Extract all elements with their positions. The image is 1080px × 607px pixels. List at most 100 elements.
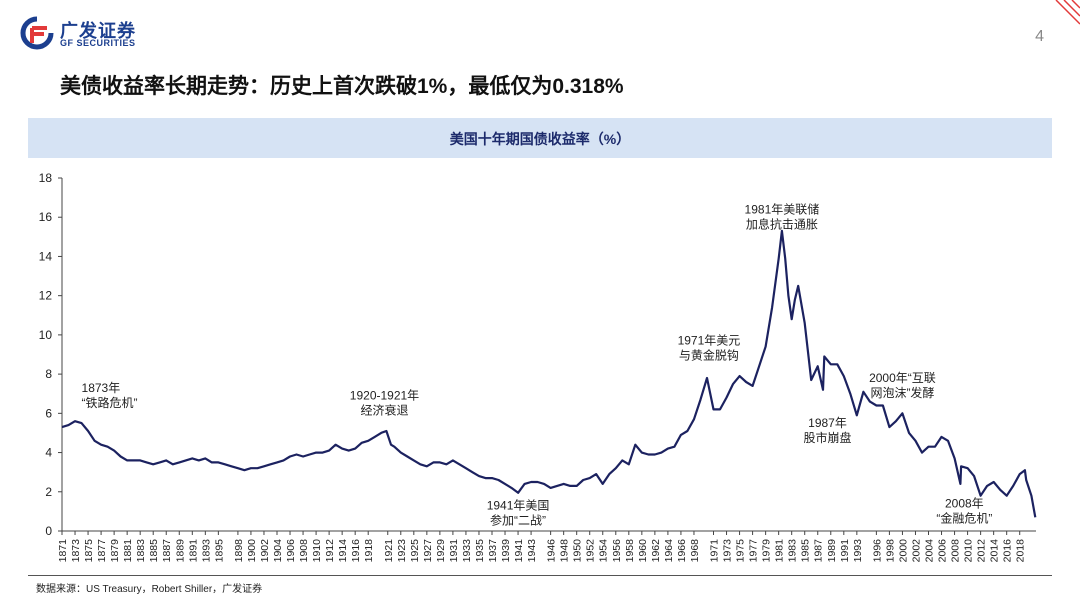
x-tick-label: 2010 — [963, 539, 975, 563]
corner-stripes-icon — [1055, 0, 1080, 25]
x-tick-label: 1985 — [800, 539, 812, 563]
chart-title-band: 美国十年期国债收益率（%） — [28, 118, 1052, 158]
footer-divider — [28, 575, 1052, 576]
x-tick-label: 1941 — [513, 539, 525, 563]
chart-title: 美国十年期国债收益率（%） — [449, 131, 631, 147]
x-tick-label: 1902 — [259, 539, 271, 563]
x-tick-label: 1977 — [748, 539, 760, 563]
x-tick-label: 1900 — [246, 539, 258, 563]
x-tick-label: 1968 — [689, 539, 701, 563]
annotation-line1: 1981年美联储 — [745, 201, 820, 216]
annotation-line2: 参加“二战” — [490, 512, 546, 527]
x-tick-label: 1914 — [337, 539, 349, 563]
x-tick-label: 1881 — [122, 539, 134, 563]
annotation-line2: “金融危机” — [936, 510, 992, 525]
annotation-line2: “铁路危机” — [82, 395, 138, 410]
y-tick-label: 12 — [39, 289, 53, 303]
annotation-line2: 加息抗击通胀 — [746, 216, 818, 231]
annotation-line1: 1987年 — [808, 416, 847, 430]
x-tick-label: 2008 — [950, 539, 962, 563]
x-tick-label: 2006 — [937, 539, 949, 563]
y-tick-label: 4 — [45, 446, 52, 460]
x-tick-label: 1960 — [637, 539, 649, 563]
series-line-us10y — [61, 229, 1037, 518]
x-tick-label: 1927 — [422, 539, 434, 563]
x-tick-label: 1908 — [298, 539, 310, 563]
x-tick-label: 1879 — [109, 539, 121, 563]
x-tick-label: 1916 — [350, 539, 362, 563]
x-tick-label: 2004 — [924, 539, 936, 563]
annotation-line1: 1920-1921年 — [350, 389, 419, 403]
annotation-line1: 2008年 — [945, 496, 984, 510]
x-tick-label: 1983 — [787, 539, 799, 563]
x-tick-label: 1887 — [161, 539, 173, 563]
x-tick-label: 2012 — [976, 539, 988, 563]
x-tick-label: 1871 — [57, 539, 69, 563]
x-tick-label: 1921 — [383, 539, 395, 563]
y-tick-label: 2 — [45, 485, 52, 499]
x-tick-label: 1956 — [611, 539, 623, 563]
x-tick-label: 1898 — [233, 539, 245, 563]
x-tick-label: 1883 — [135, 539, 147, 563]
x-tick-label: 1998 — [884, 539, 896, 563]
x-tick-label: 1975 — [735, 539, 747, 563]
x-tick-label: 1993 — [852, 539, 864, 563]
y-tick-label: 6 — [45, 406, 52, 420]
x-tick-label: 1950 — [572, 539, 584, 563]
x-tick-label: 1973 — [722, 539, 734, 563]
x-tick-label: 1964 — [663, 539, 675, 563]
annotation-line1: 1971年美元 — [678, 334, 741, 348]
logo-name-en: GF SECURITIES — [60, 38, 136, 48]
y-tick-label: 8 — [45, 367, 52, 381]
y-tick-label: 18 — [39, 171, 53, 185]
x-tick-label: 1889 — [174, 539, 186, 563]
x-tick-label: 1981 — [774, 539, 786, 563]
x-tick-label: 1958 — [624, 539, 636, 563]
annotation-line1: 1873年 — [82, 381, 121, 395]
x-tick-label: 1891 — [187, 539, 199, 563]
x-tick-label: 2000 — [897, 539, 909, 563]
x-tick-label: 1939 — [500, 539, 512, 563]
x-tick-label: 1966 — [676, 539, 688, 563]
x-tick-label: 1954 — [598, 539, 610, 563]
x-tick-label: 1923 — [396, 539, 408, 563]
page-number: 4 — [1035, 28, 1044, 45]
annotation-line1: 2000年“互联 — [869, 371, 936, 385]
x-tick-label: 1935 — [474, 539, 486, 563]
x-tick-label: 1979 — [761, 539, 773, 563]
annotation-line2: 网泡沫”发酵 — [870, 385, 934, 400]
annotation-line2: 股市崩盘 — [804, 430, 852, 445]
gf-logo-icon — [20, 16, 54, 50]
y-tick-label: 14 — [39, 249, 53, 263]
x-tick-label: 1912 — [324, 539, 336, 563]
x-tick-label: 1943 — [526, 539, 538, 563]
x-tick-label: 1989 — [826, 539, 838, 563]
data-source: 数据来源：US Treasury，Robert Shiller，广发证券 — [36, 584, 263, 595]
chart-axes — [61, 178, 1036, 532]
x-tick-label: 1946 — [546, 539, 558, 563]
y-tick-label: 16 — [39, 210, 53, 224]
x-tick-label: 1904 — [272, 539, 284, 563]
x-tick-label: 1893 — [200, 539, 212, 563]
x-tick-label: 2014 — [989, 539, 1001, 563]
x-tick-label: 1971 — [709, 539, 721, 563]
x-tick-label: 1925 — [409, 539, 421, 563]
x-tick-label: 1952 — [585, 539, 597, 563]
x-axis: 1871 1873 1875 1877 1879 1881 1883 1885 1887 1889… — [57, 531, 1027, 562]
x-tick-label: 1991 — [839, 539, 851, 563]
slide-title: 美债收益率长期走势：历史上首次跌破1%，最低仅为0.318% — [60, 75, 624, 98]
x-tick-label: 1885 — [148, 539, 160, 563]
x-tick-label: 1910 — [311, 539, 323, 563]
x-tick-label: 1933 — [461, 539, 473, 563]
x-tick-label: 1895 — [213, 539, 225, 563]
x-tick-label: 1962 — [650, 539, 662, 563]
company-logo: 广发证券 GF SECURITIES — [20, 16, 170, 50]
annotation-line2: 经济衰退 — [360, 403, 408, 418]
y-tick-label: 0 — [45, 524, 52, 538]
x-tick-label: 1877 — [96, 539, 108, 563]
annotation-line2: 与黄金脱钩 — [679, 348, 739, 363]
yield-line-chart: 0 2 4 6 8 10 12 14 16 18 1871 1873 1875 1877 1879 1881… — [39, 171, 1037, 562]
x-tick-label: 1987 — [813, 539, 825, 563]
x-tick-label: 1906 — [285, 539, 297, 563]
